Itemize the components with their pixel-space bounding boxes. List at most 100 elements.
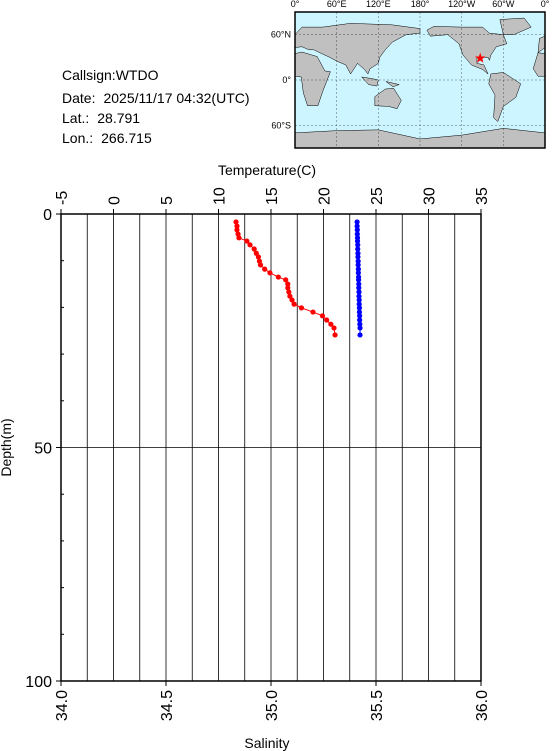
profile-point	[236, 235, 242, 241]
profile-point	[234, 227, 240, 233]
profile-point	[319, 313, 326, 319]
profile-point	[355, 262, 361, 268]
profile-point	[357, 332, 363, 338]
profile-point	[233, 219, 239, 225]
profile-point	[357, 321, 363, 327]
continent	[360, 76, 379, 87]
map-lat-label: 60°N	[271, 30, 291, 40]
profile-point	[275, 274, 281, 280]
profile-point	[283, 277, 289, 283]
profile-point	[286, 289, 292, 295]
profile-point	[357, 317, 363, 323]
info-label: Callsign:	[62, 67, 116, 83]
profile-point	[356, 293, 362, 299]
x2-tick-label: 36.0	[474, 690, 491, 721]
y-tick-label: 0	[43, 207, 52, 224]
info-label: Date:	[62, 90, 95, 106]
map-lon-label: 60°W	[492, 0, 515, 9]
profile-point	[262, 266, 268, 272]
profile-point	[354, 238, 361, 244]
profile-point	[355, 266, 361, 272]
map-lon-label: 180°	[411, 0, 430, 9]
x-tick-label: 35	[474, 187, 491, 205]
map-lon-label: 120°E	[366, 0, 391, 9]
profile-point	[355, 277, 362, 283]
profile-point	[255, 254, 261, 260]
profile-point	[331, 325, 337, 331]
profile-point	[285, 285, 291, 291]
profile-point	[355, 250, 361, 256]
profile-point	[244, 238, 250, 244]
profile-point	[355, 254, 361, 260]
y-axis-title: Depth(m)	[0, 418, 14, 476]
profile-point	[355, 270, 361, 276]
continent	[294, 23, 421, 75]
x2-axis-title: Salinity	[244, 735, 289, 751]
y-tick-label: 100	[25, 674, 52, 691]
y-tick-label: 50	[34, 441, 52, 458]
info-value: 2025/11/17 04:32(UTC)	[103, 90, 249, 106]
info-value: WTDO	[116, 67, 159, 83]
x-tick-label: -5	[54, 191, 71, 205]
info-label: Lat.:	[62, 110, 89, 126]
info-line: Lon.: 266.715	[62, 130, 152, 146]
x-tick-label: 10	[212, 187, 229, 205]
profile-point	[354, 223, 360, 229]
profile-point	[355, 258, 361, 264]
profile-point	[354, 219, 360, 225]
profile-point	[357, 313, 363, 319]
x2-tick-label: 35.5	[369, 690, 386, 721]
profile-point	[289, 297, 295, 303]
profile-point	[356, 297, 362, 303]
profile-point	[310, 309, 316, 315]
x-axis-title: Temperature(C)	[218, 162, 316, 178]
continent	[385, 81, 401, 88]
profile-point	[354, 231, 360, 237]
x-tick-label: 0	[107, 196, 124, 205]
profile-point	[247, 242, 253, 248]
continent	[488, 72, 521, 122]
map-lat-label: 60°S	[271, 120, 291, 130]
x-tick-label: 30	[422, 187, 439, 205]
profile-point	[328, 321, 334, 327]
continent	[294, 51, 331, 106]
map-land	[294, 17, 546, 149]
station-marker	[474, 52, 486, 63]
profile-point	[354, 227, 360, 233]
map-lon-label: 120°W	[448, 0, 476, 9]
profile-point	[332, 332, 338, 338]
profile-point	[234, 223, 240, 229]
info-label: Lon.:	[62, 130, 93, 146]
map-lon-label: 0°	[291, 0, 300, 9]
profile-point	[298, 305, 305, 311]
profile-point	[291, 301, 297, 307]
map-lat-label: 0°	[282, 75, 291, 85]
profile-point	[356, 281, 362, 287]
x2-tick-label: 34.0	[54, 690, 71, 721]
map-lon-label: 0°	[541, 0, 550, 9]
info-value: 28.791	[97, 110, 140, 126]
info-value: 266.715	[101, 130, 152, 146]
profile-point	[357, 325, 363, 331]
map-lon-label: 60°E	[327, 0, 347, 9]
profile-point	[356, 309, 363, 315]
profile-point	[251, 246, 257, 252]
profile-point	[356, 289, 362, 295]
continent	[374, 88, 402, 110]
profile-point	[267, 270, 273, 276]
map-frame	[294, 11, 546, 149]
profile-point	[355, 246, 361, 252]
profile-point	[355, 242, 361, 248]
info-line: Date: 2025/11/17 04:32(UTC)	[62, 90, 250, 106]
profile-point	[285, 281, 291, 287]
profile-point	[356, 285, 362, 291]
info-line: Callsign:WTDO	[62, 67, 159, 83]
x-tick-label: 15	[264, 187, 281, 205]
x2-tick-label: 34.5	[159, 690, 176, 721]
profile-point	[356, 301, 362, 307]
profile-point	[324, 317, 330, 323]
x-tick-label: 5	[159, 196, 176, 205]
info-line: Lat.: 28.791	[62, 110, 140, 126]
profile-point	[356, 305, 363, 311]
